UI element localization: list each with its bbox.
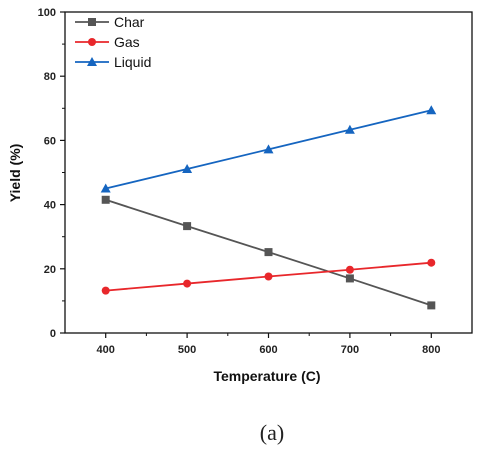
data-point-char: [101, 195, 110, 204]
legend-marker-gas: [88, 38, 96, 46]
data-point-gas: [345, 265, 354, 274]
data-point-liquid: [426, 105, 437, 115]
y-tick-label: 100: [38, 7, 56, 19]
series-layer: [100, 105, 437, 310]
y-tick-label: 0: [50, 328, 56, 340]
data-point-char: [427, 301, 436, 310]
x-tick-label: 600: [259, 344, 277, 356]
data-point-gas: [183, 279, 192, 288]
data-point-liquid: [263, 144, 274, 154]
x-tick-label: 800: [422, 344, 440, 356]
figure-caption: (a): [260, 420, 284, 445]
y-tick-label: 80: [44, 71, 56, 83]
legend-marker-char: [88, 18, 96, 26]
data-point-gas: [101, 286, 110, 295]
legend-marker-liquid: [87, 57, 97, 66]
y-tick-label: 40: [44, 200, 56, 212]
data-point-char: [345, 274, 354, 283]
x-tick-label: 700: [341, 344, 359, 356]
x-axis-title: Temperature (C): [213, 368, 320, 384]
legend-label-char: Char: [114, 14, 145, 30]
x-tick-label: 400: [97, 344, 115, 356]
legend-label-liquid: Liquid: [114, 54, 151, 70]
data-point-liquid: [100, 183, 111, 193]
data-point-gas: [427, 258, 436, 267]
data-point-liquid: [344, 124, 355, 134]
data-point-gas: [264, 272, 273, 281]
x-tick-label: 500: [178, 344, 196, 356]
y-tick-label: 60: [44, 135, 56, 147]
y-axis-ticks: 0 20 40 60 80 100: [38, 7, 65, 340]
data-point-char: [264, 248, 273, 257]
data-point-char: [183, 222, 192, 231]
y-tick-label: 20: [44, 264, 56, 276]
x-axis-ticks: 400 500 600 700 800: [97, 333, 440, 356]
legend: Char Gas Liquid: [75, 14, 151, 70]
data-point-liquid: [182, 163, 193, 173]
legend-label-gas: Gas: [114, 34, 140, 50]
y-axis-title: Yield (%): [7, 144, 23, 203]
